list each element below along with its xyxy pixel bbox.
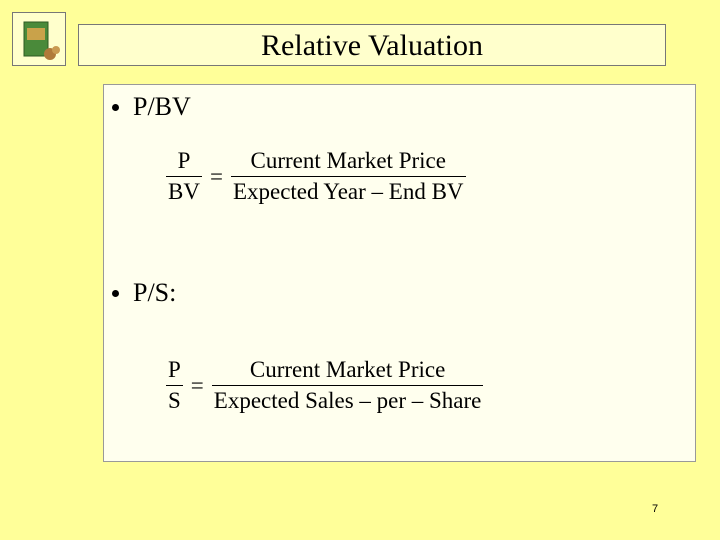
- title: Relative Valuation: [78, 24, 666, 66]
- slide-icon: [12, 12, 66, 66]
- bullet: P/S:: [112, 278, 176, 308]
- numerator: Current Market Price: [250, 148, 446, 173]
- denominator: BV: [166, 176, 202, 207]
- bullet-dot: [112, 103, 119, 111]
- denominator: Expected Sales – per – Share: [211, 385, 484, 416]
- fraction: Current Market Price Expected Year – End…: [230, 146, 466, 207]
- bullet-label: P/BV: [133, 92, 191, 121]
- bullet: P/BV: [112, 92, 191, 122]
- page-number: 7: [651, 503, 659, 515]
- formula: P BV = Current Market Price Expected Yea…: [166, 146, 466, 207]
- equals: =: [190, 372, 204, 398]
- formula: P S = Current Market Price Expected Sale…: [166, 355, 484, 416]
- numerator: Current Market Price: [249, 357, 446, 382]
- bullet-label: P/S:: [133, 278, 177, 307]
- fraction: P S: [166, 355, 183, 416]
- denominator: Expected Year – End BV: [230, 176, 466, 207]
- denominator: S: [166, 385, 183, 416]
- fraction: P BV: [166, 146, 202, 207]
- bullet-dot: [112, 289, 119, 297]
- numerator: P: [177, 148, 191, 173]
- equals: =: [209, 163, 223, 189]
- numerator: P: [168, 357, 181, 382]
- fraction: Current Market Price Expected Sales – pe…: [211, 355, 484, 416]
- content-box: [103, 84, 696, 462]
